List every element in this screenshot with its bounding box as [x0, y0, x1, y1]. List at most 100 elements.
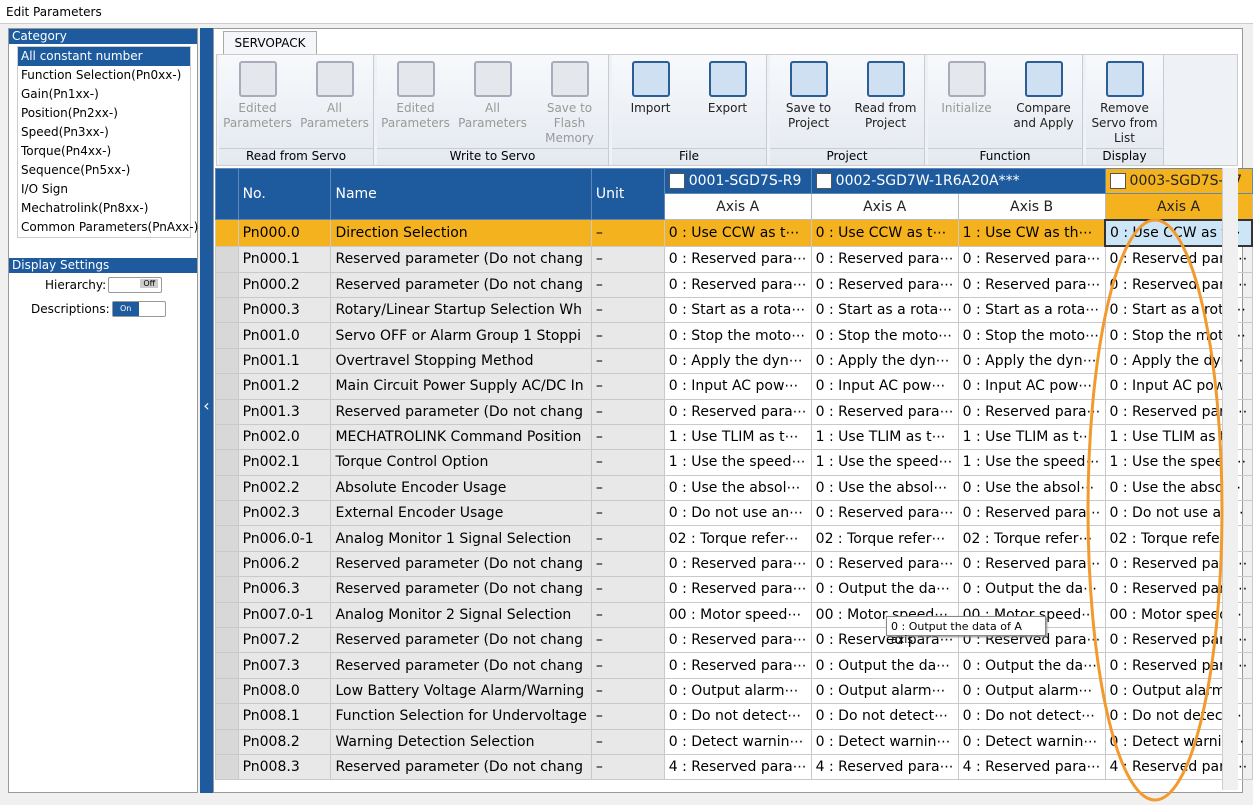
param-field[interactable]: 0 : Start as a rota⋯ — [664, 297, 811, 322]
param-value[interactable]: 1 : Use CW as th⋯ — [958, 220, 1105, 246]
param-value[interactable]: 02 : Torque refer⋯ — [811, 526, 958, 551]
table-row[interactable]: Pn007.0-1Analog Monitor 2 Signal Selecti… — [216, 602, 1253, 627]
param-field[interactable]: 0 : Detect warnin⋯ — [664, 729, 811, 754]
param-value[interactable]: 0 : Input AC pow⋯ — [811, 374, 958, 399]
param-field[interactable]: 0 : Reserved para⋯ — [664, 577, 811, 602]
table-row[interactable]: Pn008.2Warning Detection Selection–0 : D… — [216, 729, 1253, 754]
table-row[interactable]: Pn006.3Reserved parameter (Do not chang–… — [216, 577, 1253, 602]
category-item[interactable]: Torque(Pn4xx-) — [18, 142, 190, 161]
table-row[interactable]: Pn000.3Rotary/Linear Startup Selection W… — [216, 297, 1253, 322]
param-value[interactable]: 0 : Output the da⋯ — [958, 577, 1105, 602]
param-value[interactable]: 0 : Do not detect⋯ — [811, 704, 958, 729]
param-value[interactable]: 0 : Reserved para⋯ — [811, 501, 958, 526]
param-value[interactable]: 0 : Apply the dyn⋯ — [958, 348, 1105, 373]
category-item[interactable]: Sequence(Pn5xx-) — [18, 161, 190, 180]
param-value[interactable]: 0 : Use the absol⋯ — [811, 475, 958, 500]
param-value[interactable]: 1 : Use the speed⋯ — [811, 450, 958, 475]
param-field[interactable]: 0 : Reserved para⋯ — [664, 653, 811, 678]
tab[interactable]: SERVOPACK — [223, 31, 317, 55]
param-value[interactable]: 0 : Output the da⋯ — [811, 577, 958, 602]
table-row[interactable]: Pn007.2Reserved parameter (Do not chang–… — [216, 628, 1253, 653]
param-value[interactable]: 0 : Detect warnin⋯ — [958, 729, 1105, 754]
param-value[interactable]: 0 : Use CCW as t⋯ — [811, 220, 958, 246]
toggle[interactable]: Off — [108, 277, 162, 293]
table-row[interactable]: Pn000.2Reserved parameter (Do not chang–… — [216, 272, 1253, 297]
table-row[interactable]: Pn007.3Reserved parameter (Do not chang–… — [216, 653, 1253, 678]
table-row[interactable]: Pn006.0-1Analog Monitor 1 Signal Selecti… — [216, 526, 1253, 551]
ribbon-button[interactable]: Remove Servo from List — [1086, 55, 1163, 148]
param-field[interactable]: 1 : Use TLIM as t⋯ — [664, 424, 811, 449]
table-row[interactable]: Pn002.1Torque Control Option–1 : Use the… — [216, 450, 1253, 475]
toggle[interactable]: On — [112, 301, 166, 317]
param-field[interactable]: 0 : Reserved para⋯ — [664, 628, 811, 653]
param-value[interactable]: 0 : Detect warnin⋯ — [811, 729, 958, 754]
param-value[interactable]: 0 : Start as a rota⋯ — [811, 297, 958, 322]
ribbon-button[interactable]: Compare and Apply — [1005, 55, 1082, 148]
param-field[interactable]: 0 : Apply the dyn⋯ — [664, 348, 811, 373]
param-value[interactable]: 0 : Reserved para⋯ — [811, 246, 958, 272]
category-item[interactable]: Speed(Pn3xx-) — [18, 123, 190, 142]
ribbon-button[interactable]: Save to Project — [770, 55, 847, 148]
param-field[interactable]: 0 : Do not use an⋯ — [664, 501, 811, 526]
param-value[interactable]: 0 : Input AC pow⋯ — [958, 374, 1105, 399]
ribbon-button[interactable]: Read from Project — [847, 55, 924, 148]
category-item[interactable]: Position(Pn2xx-) — [18, 104, 190, 123]
checkbox[interactable] — [669, 173, 685, 189]
param-value[interactable]: 0 : Do not detect⋯ — [958, 704, 1105, 729]
checkbox[interactable] — [1110, 173, 1126, 189]
table-row[interactable]: Pn001.2Main Circuit Power Supply AC/DC I… — [216, 374, 1253, 399]
param-field[interactable]: 0 : Do not detect⋯ — [664, 704, 811, 729]
param-value[interactable]: 0 : Output the da⋯ — [958, 653, 1105, 678]
param-value[interactable]: 0 : Reserved para⋯ — [811, 551, 958, 576]
param-value[interactable]: 0 : Reserved para⋯ — [811, 399, 958, 424]
table-row[interactable]: Pn002.3External Encoder Usage–0 : Do not… — [216, 501, 1253, 526]
param-value[interactable]: 0 : Output alarm⋯ — [811, 678, 958, 703]
param-field[interactable]: 1 : Use the speed⋯ — [664, 450, 811, 475]
category-item[interactable]: Common Parameters(PnAxx-) — [18, 218, 190, 237]
param-field[interactable]: 0 : Reserved para⋯ — [664, 399, 811, 424]
table-row[interactable]: Pn000.1Reserved parameter (Do not chang–… — [216, 246, 1253, 272]
category-item[interactable]: Function Selection(Pn0xx-) — [18, 66, 190, 85]
table-row[interactable]: Pn001.1Overtravel Stopping Method–0 : Ap… — [216, 348, 1253, 373]
param-value[interactable]: 4 : Reserved para⋯ — [958, 754, 1105, 779]
checkbox[interactable] — [816, 173, 832, 189]
param-value[interactable]: 0 : Output alarm⋯ — [958, 678, 1105, 703]
param-value[interactable]: 0 : Reserved para⋯ — [958, 272, 1105, 297]
category-item[interactable]: Gain(Pn1xx-) — [18, 85, 190, 104]
param-value[interactable]: 0 : Reserved para⋯ — [811, 272, 958, 297]
param-field[interactable]: 0 : Use the absol⋯ — [664, 475, 811, 500]
param-field[interactable]: 0 : Reserved para⋯ — [664, 246, 811, 272]
param-value[interactable]: 0 : Stop the moto⋯ — [958, 323, 1105, 348]
param-value[interactable]: 0 : Apply the dyn⋯ — [811, 348, 958, 373]
param-field[interactable]: 0 : Stop the moto⋯ — [664, 323, 811, 348]
param-value[interactable]: 0 : Use the absol⋯ — [958, 475, 1105, 500]
scrollbar[interactable] — [1222, 168, 1238, 790]
param-field[interactable]: 0 : Reserved para⋯ — [664, 272, 811, 297]
param-field[interactable]: 00 : Motor speed⋯ — [664, 602, 811, 627]
param-value[interactable]: 1 : Use TLIM as t⋯ — [958, 424, 1105, 449]
param-field[interactable]: 0 : Use CCW as t⋯ — [664, 220, 811, 246]
param-value[interactable]: 0 : Output the da⋯ — [811, 653, 958, 678]
param-value[interactable]: 0 : Start as a rota⋯ — [958, 297, 1105, 322]
param-field[interactable]: 4 : Reserved para⋯ — [664, 754, 811, 779]
param-value[interactable]: 4 : Reserved para⋯ — [811, 754, 958, 779]
table-row[interactable]: Pn008.1Function Selection for Undervolta… — [216, 704, 1253, 729]
category-item[interactable]: I/O Sign — [18, 180, 190, 199]
table-row[interactable]: Pn002.0MECHATROLINK Command Position–1 :… — [216, 424, 1253, 449]
category-item[interactable]: All constant number — [18, 47, 190, 66]
param-field[interactable]: 0 : Input AC pow⋯ — [664, 374, 811, 399]
param-value[interactable]: 0 : Reserved para⋯ — [958, 551, 1105, 576]
table-row[interactable]: Pn000.0Direction Selection–0 : Use CCW a… — [216, 220, 1253, 246]
param-field[interactable]: 0 : Reserved para⋯ — [664, 551, 811, 576]
param-value[interactable]: 1 : Use the speed⋯ — [958, 450, 1105, 475]
collapse-bar[interactable]: ‹ — [200, 28, 213, 793]
table-row[interactable]: Pn002.2Absolute Encoder Usage–0 : Use th… — [216, 475, 1253, 500]
param-value[interactable]: 0 : Reserved para⋯ — [958, 501, 1105, 526]
category-item[interactable]: Mechatrolink(Pn8xx-) — [18, 199, 190, 218]
table-row[interactable]: Pn001.0Servo OFF or Alarm Group 1 Stoppi… — [216, 323, 1253, 348]
ribbon-button[interactable]: Import — [612, 55, 689, 148]
param-value[interactable]: 0 : Reserved para⋯ — [958, 246, 1105, 272]
ribbon-button[interactable]: Export — [689, 55, 766, 148]
param-value[interactable]: 0 : Reserved para⋯ — [958, 399, 1105, 424]
param-field[interactable]: 0 : Output alarm⋯ — [664, 678, 811, 703]
